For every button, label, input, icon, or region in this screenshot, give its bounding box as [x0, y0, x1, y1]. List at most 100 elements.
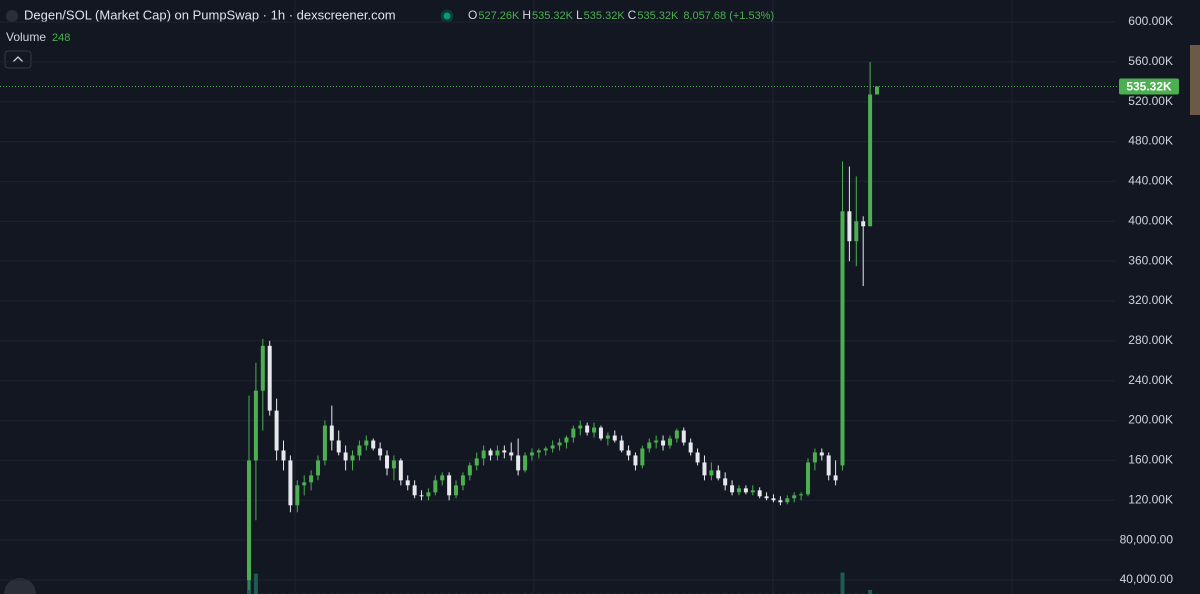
- candle-body: [447, 475, 452, 496]
- ohlc-value: 527.26K: [478, 10, 520, 22]
- candle-body: [253, 390, 258, 461]
- candle-body: [274, 410, 279, 451]
- candle-body: [474, 458, 479, 466]
- candle-body: [854, 221, 859, 242]
- ohlc-key: C: [628, 8, 637, 22]
- candle-body: [799, 494, 804, 496]
- vertical-grid: [294, 0, 1013, 594]
- candle-body: [440, 475, 445, 481]
- candle-body: [398, 460, 403, 481]
- candle-body: [819, 452, 824, 456]
- candle-body: [336, 440, 341, 453]
- candle-body: [875, 86, 879, 95]
- candle-body: [502, 450, 507, 453]
- candle-body: [419, 495, 424, 497]
- y-tick-label: 320.00K: [1128, 293, 1173, 307]
- y-tick-label: 160.00K: [1128, 453, 1173, 467]
- volume-bar: [868, 589, 873, 594]
- candle-body: [509, 452, 514, 456]
- candle-body: [267, 345, 272, 411]
- candle-body: [868, 94, 873, 227]
- change: 8,057.68 (+1.53%): [683, 10, 774, 22]
- y-tick-label: 400.00K: [1128, 213, 1173, 227]
- candle-body: [488, 450, 493, 456]
- candle-body: [350, 455, 355, 461]
- candle-body: [454, 485, 459, 496]
- candle-body: [364, 440, 369, 446]
- candle-body: [612, 435, 617, 441]
- candle-body: [778, 500, 783, 503]
- candle-body: [688, 442, 693, 453]
- candle-body: [750, 490, 755, 493]
- candle-body: [281, 450, 286, 461]
- candle-body: [730, 485, 735, 493]
- candle-body: [329, 425, 334, 441]
- last-price-label: 535.32K: [1126, 80, 1172, 94]
- candle-body: [302, 482, 307, 486]
- last-price-box: [1119, 78, 1179, 95]
- candle-body: [550, 445, 555, 449]
- status-dot: [440, 9, 454, 23]
- candle-body: [378, 448, 383, 456]
- ohlc-legend: O 527.26K H 535.32K L 535.32K C 535.32K 8,057.68…: [468, 8, 774, 22]
- ohlc-key: H: [522, 8, 531, 22]
- candle-body: [405, 480, 410, 486]
- candle-body: [391, 460, 396, 469]
- y-tick-label: 200.00K: [1128, 413, 1173, 427]
- candle-body: [371, 440, 376, 449]
- volume-bar: [253, 573, 258, 594]
- candle-body: [674, 430, 679, 439]
- candle-body: [523, 455, 528, 471]
- ohlc-value: 535.32K: [532, 10, 574, 22]
- candle-body: [295, 485, 300, 506]
- candle-body: [785, 498, 790, 503]
- ohlc-value: 535.32K: [584, 10, 626, 22]
- candle-body: [654, 440, 659, 443]
- candle-body: [605, 435, 610, 439]
- candle-body: [578, 425, 583, 429]
- ohlc-value: 535.32K: [637, 10, 679, 22]
- candle-body: [343, 452, 348, 461]
- candle-body: [585, 425, 590, 433]
- token-icon: [6, 10, 18, 22]
- candle-body: [826, 455, 831, 476]
- candle-body: [633, 455, 638, 466]
- candle-body: [564, 437, 569, 443]
- candle-body: [861, 221, 866, 227]
- candle-body: [736, 488, 741, 493]
- y-tick-label: 360.00K: [1128, 253, 1173, 267]
- y-tick-label: 560.00K: [1128, 54, 1173, 68]
- y-tick-label: 80,000.00: [1120, 532, 1174, 546]
- candle-body: [557, 442, 562, 446]
- candle-body: [592, 427, 597, 433]
- candle-body: [433, 480, 438, 493]
- candle-body: [771, 498, 776, 501]
- candle-body: [840, 211, 845, 466]
- y-tick-label: 280.00K: [1128, 333, 1173, 347]
- candle-body: [695, 452, 700, 463]
- candle-body: [357, 445, 362, 456]
- y-tick-label: 120.00K: [1128, 492, 1173, 506]
- candle-body: [426, 492, 431, 497]
- y-tick-label: 480.00K: [1128, 134, 1173, 148]
- candle-body: [385, 455, 390, 469]
- collapse-button[interactable]: [4, 50, 32, 69]
- candle-body: [626, 450, 631, 456]
- volume-bar: [840, 572, 845, 594]
- candle-body: [516, 455, 521, 471]
- candle-body: [309, 475, 314, 483]
- candle-body: [716, 470, 721, 479]
- candle-body: [481, 450, 486, 459]
- ohlc-key: O: [468, 8, 477, 22]
- candle-body: [322, 425, 327, 461]
- y-tick-label: 600.00K: [1128, 14, 1173, 28]
- candle-body: [467, 465, 472, 476]
- candle-body: [743, 488, 748, 493]
- y-tick-label: 40,000.00: [1120, 572, 1174, 586]
- candle-body: [847, 211, 852, 242]
- candle-body: [536, 450, 541, 453]
- candle-body: [247, 460, 251, 581]
